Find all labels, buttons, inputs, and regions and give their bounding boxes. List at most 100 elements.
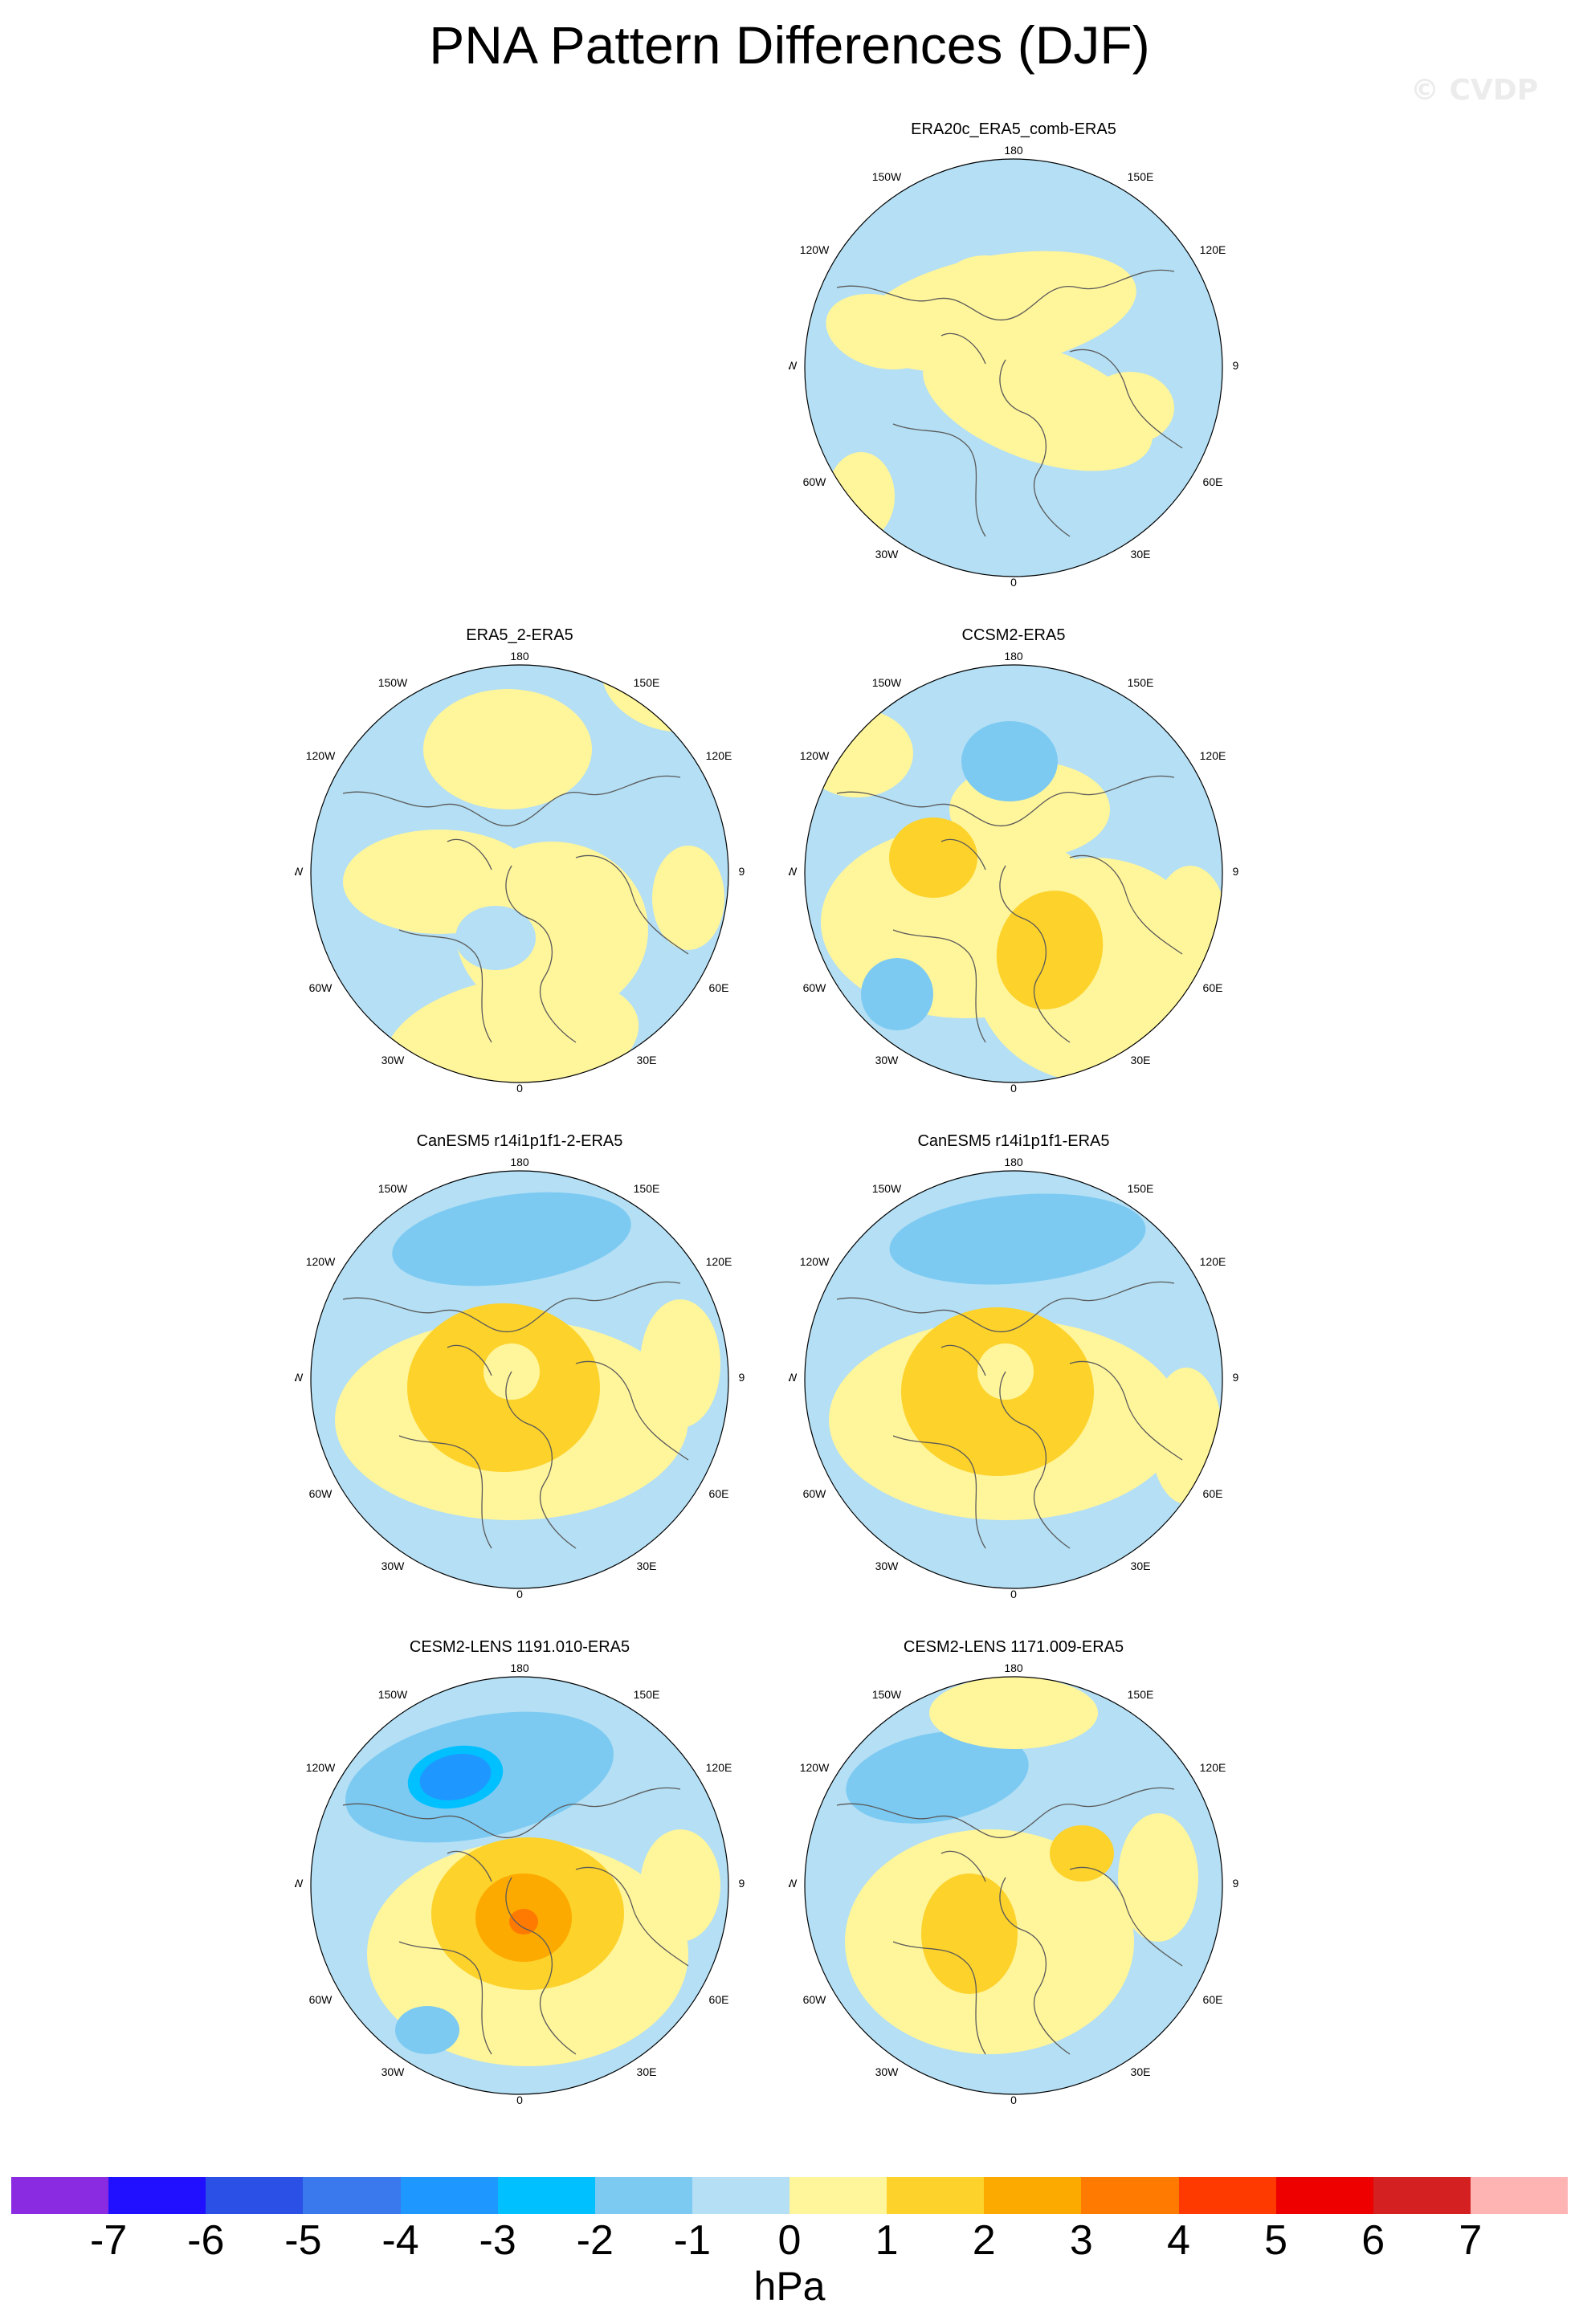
longitude-label: 150W xyxy=(872,1182,902,1195)
polar-map: 180 0 90W 90E 150W 120W 60W 30W 150E 120E 60E 30E xyxy=(295,1156,745,1600)
coastline xyxy=(940,1850,986,1882)
coastline xyxy=(1069,854,1183,955)
colorbar xyxy=(11,2177,1568,2214)
longitude-label: 60W xyxy=(309,981,333,994)
longitude-label: 180 xyxy=(510,650,529,663)
map-border xyxy=(310,1676,729,2095)
colorbar-tick-label: 6 xyxy=(1361,2217,1385,2264)
anomaly-region xyxy=(889,817,977,898)
coastline xyxy=(999,359,1071,537)
longitude-label: 120E xyxy=(1200,749,1226,762)
colorbar-tick-label: 1 xyxy=(875,2217,899,2264)
longitude-label: 30E xyxy=(637,1054,657,1066)
longitude-label: 90W xyxy=(789,359,798,372)
polar-map: 180 0 90W 90E 150W 120W 60W 30W 150E 120E 60E 30E xyxy=(295,650,745,1095)
longitude-label: 120W xyxy=(800,1255,830,1268)
longitude-label: 120W xyxy=(800,243,830,256)
longitude-label: 90E xyxy=(739,1877,745,1890)
coastline xyxy=(398,1435,492,1549)
coastline xyxy=(447,838,492,870)
colorbar-tick-label: 5 xyxy=(1264,2217,1288,2264)
coastline xyxy=(999,1877,1071,2055)
polar-map: 180 0 90W 90E 150W 120W 60W 30W 150E 120E 60E 30E xyxy=(789,144,1238,589)
colorbar-swatch xyxy=(1081,2177,1179,2214)
map-panel: ERA20c_ERA5_comb-ERA5 180 0 90W 90E 150W 120W 6… xyxy=(789,120,1238,618)
coastline xyxy=(892,1941,986,2055)
longitude-label: 90W xyxy=(789,1371,798,1384)
polar-map: 180 0 90W 90E 150W 120W 60W 30W 150E 120E 60E 30E xyxy=(789,1661,1238,2106)
longitude-label: 120E xyxy=(706,749,732,762)
longitude-label: 0 xyxy=(1010,1588,1017,1600)
coastline xyxy=(836,269,1175,320)
colorbar-swatch xyxy=(790,2177,887,2214)
longitude-label: 150W xyxy=(378,1688,408,1701)
coastline xyxy=(447,1850,492,1882)
anomaly-region xyxy=(827,452,895,540)
longitude-label: 90W xyxy=(789,1877,798,1890)
longitude-label: 60E xyxy=(1203,475,1223,488)
longitude-label: 60E xyxy=(1203,1993,1223,2006)
longitude-label: 90E xyxy=(1233,1371,1238,1384)
longitude-label: 60W xyxy=(803,981,827,994)
longitude-label: 0 xyxy=(516,1082,523,1095)
longitude-label: 120E xyxy=(1200,1255,1226,1268)
longitude-label: 150W xyxy=(378,676,408,689)
map-border xyxy=(804,664,1223,1083)
longitude-label: 30W xyxy=(875,2065,900,2078)
longitude-label: 150E xyxy=(1128,170,1154,183)
coastline xyxy=(1069,1866,1183,1967)
coastline xyxy=(398,929,492,1043)
anomaly-region xyxy=(1050,1825,1114,1882)
coastline xyxy=(1069,349,1183,449)
longitude-label: 30E xyxy=(1131,1560,1151,1572)
anomaly-region xyxy=(846,1731,1029,1824)
panel-title: ERA5_2-ERA5 xyxy=(466,626,573,644)
longitude-label: 120W xyxy=(306,749,336,762)
watermark: © CVDP xyxy=(1410,74,1539,107)
longitude-label: 30W xyxy=(381,1054,406,1066)
longitude-label: 90W xyxy=(789,865,798,878)
longitude-label: 180 xyxy=(1004,144,1023,157)
colorbar-tick-label: 0 xyxy=(777,2217,802,2264)
anomaly-region xyxy=(921,1873,1018,1994)
anomaly-region xyxy=(395,2006,459,2054)
longitude-label: 90E xyxy=(1233,865,1238,878)
longitude-label: 180 xyxy=(1004,1661,1023,1674)
longitude-label: 60W xyxy=(309,1993,333,2006)
colorbar-swatch xyxy=(108,2177,206,2214)
anomaly-region xyxy=(929,1677,1098,1749)
colorbar-swatch xyxy=(497,2177,595,2214)
longitude-label: 90W xyxy=(295,865,304,878)
colorbar-tick-label: -1 xyxy=(673,2217,711,2264)
longitude-label: 90W xyxy=(295,1371,304,1384)
colorbar-units: hPa xyxy=(753,2264,826,2309)
longitude-label: 90E xyxy=(739,865,745,878)
coastline xyxy=(342,1281,681,1332)
colorbar-tick-label: -6 xyxy=(187,2217,225,2264)
map-border xyxy=(804,1170,1223,1589)
longitude-label: 30W xyxy=(875,548,900,561)
longitude-label: 30E xyxy=(1131,2065,1151,2078)
coastline xyxy=(940,838,986,870)
longitude-label: 150W xyxy=(378,1182,408,1195)
longitude-label: 150E xyxy=(634,1182,660,1195)
colorbar-tick-label: -3 xyxy=(479,2217,516,2264)
coastline xyxy=(892,423,986,537)
longitude-label: 60E xyxy=(709,1487,729,1500)
longitude-label: 120W xyxy=(800,749,830,762)
coastline xyxy=(892,929,986,1043)
longitude-label: 0 xyxy=(516,2094,523,2106)
anomaly-region xyxy=(640,1829,720,1942)
coastline xyxy=(1069,1360,1183,1461)
map-border xyxy=(310,1170,729,1589)
colorbar-swatch xyxy=(1470,2177,1568,2214)
map-panel: CESM2-LENS 1191.010-ERA5 180 0 90W 90E 150W 12… xyxy=(295,1638,745,2136)
colorbar-swatch xyxy=(984,2177,1082,2214)
longitude-label: 60W xyxy=(803,1993,827,2006)
longitude-label: 60E xyxy=(1203,1487,1223,1500)
longitude-label: 120W xyxy=(306,1255,336,1268)
longitude-label: 0 xyxy=(1010,2094,1017,2106)
longitude-label: 0 xyxy=(1010,576,1017,589)
longitude-label: 120E xyxy=(706,1761,732,1774)
longitude-label: 90W xyxy=(295,1877,304,1890)
